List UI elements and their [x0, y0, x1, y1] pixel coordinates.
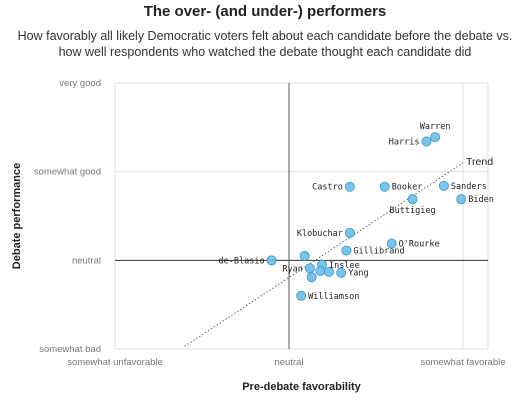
- chart-title: The over- (and under-) performers: [143, 3, 387, 20]
- y-axis-title: Debate performance: [11, 163, 23, 269]
- point-label: Castro: [312, 183, 343, 193]
- grid: [114, 82, 489, 350]
- data-point: [296, 290, 307, 301]
- trend-label: Trend: [466, 156, 493, 168]
- data-point: [379, 181, 390, 192]
- axes: somewhat bad neutral somewhat good very goo…: [34, 78, 506, 368]
- data-point: [299, 250, 310, 261]
- point-label: Harris: [389, 138, 420, 148]
- point-label: Ryan: [282, 264, 302, 274]
- point-label: Gillibrand: [353, 247, 404, 257]
- point-label: Biden: [468, 195, 494, 205]
- data-point: [266, 255, 277, 266]
- point-label: Sanders: [451, 182, 487, 192]
- point-label: Buttigieg: [390, 206, 436, 216]
- data-point: [438, 180, 449, 191]
- x-axis-title: Pre-debate favorability: [242, 381, 361, 393]
- data-point: [304, 263, 315, 274]
- x-tick-label: neutral: [274, 357, 303, 368]
- data-point: [306, 272, 317, 283]
- points: [266, 132, 467, 301]
- trend-line: [184, 162, 464, 347]
- data-point: [421, 136, 432, 147]
- data-point: [315, 265, 326, 276]
- point-label: Klobuchar: [297, 229, 343, 239]
- chart-subtitle: How favorably all likely Democratic vote…: [17, 29, 513, 59]
- y-tick-label: somewhat bad: [39, 344, 101, 355]
- trend: Trend: [184, 156, 493, 347]
- data-point: [336, 267, 347, 278]
- y-tick-label: very good: [59, 78, 101, 89]
- point-label: Yang: [348, 269, 368, 279]
- data-point: [456, 194, 467, 205]
- point-label: Warren: [420, 122, 451, 132]
- point-label: Inslee: [329, 261, 360, 271]
- data-point: [324, 266, 335, 277]
- y-tick-label: somewhat good: [34, 167, 101, 178]
- y-tick-label: neutral: [72, 255, 101, 266]
- point-label: Williamson: [308, 292, 359, 302]
- data-point: [430, 132, 441, 143]
- data-point: [341, 245, 352, 256]
- point-label: de-Blasio: [219, 256, 265, 266]
- point-label: Booker: [392, 183, 423, 193]
- x-tick-label: somewhat unfavorable: [67, 357, 163, 368]
- point-label: O'Rourke: [399, 239, 440, 249]
- x-tick-label: somewhat favorable: [420, 357, 505, 368]
- data-point: [344, 181, 355, 192]
- data-point: [407, 194, 418, 205]
- data-point: [344, 227, 355, 238]
- data-point: [386, 238, 397, 249]
